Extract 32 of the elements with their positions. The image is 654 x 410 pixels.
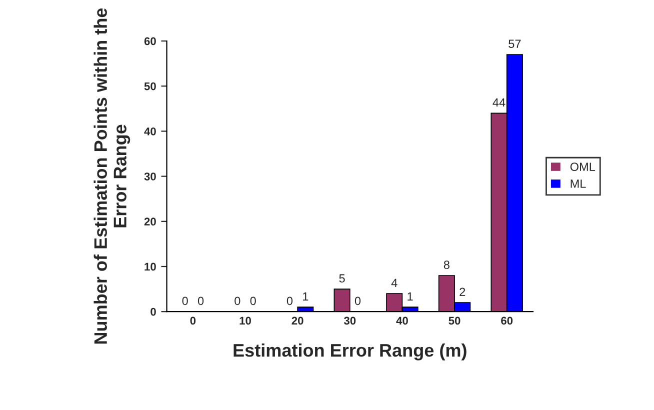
y-axis-title: Number of Estimation Points within the Error Range: [94, 8, 130, 344]
data-label: 4: [391, 278, 398, 287]
x-tick-label: 30: [344, 316, 356, 325]
data-label: 1: [303, 292, 308, 300]
data-label: 5: [339, 274, 345, 283]
data-label: 44: [492, 98, 506, 107]
y-tick-label: 50: [144, 82, 156, 90]
x-axis-title: Estimation Error Range (m): [234, 343, 466, 360]
x-tick-label: 40: [396, 316, 408, 325]
data-label: 2: [460, 288, 466, 296]
data-label: 0: [286, 296, 293, 306]
x-tick-label: 50: [448, 316, 460, 325]
data-label: 0: [182, 296, 188, 306]
data-label: 0: [234, 296, 240, 306]
legend-label: ML: [570, 180, 586, 188]
y-tick-label: 40: [144, 127, 156, 136]
y-tick-label: 0: [150, 308, 156, 316]
data-label: 8: [444, 260, 450, 270]
data-label: 1: [408, 292, 413, 300]
data-label: 0: [250, 296, 256, 306]
x-tick-label: 0: [190, 316, 196, 325]
data-label: 0: [198, 296, 204, 306]
data-label: 57: [508, 40, 521, 48]
y-tick-label: 20: [144, 218, 156, 226]
x-tick-label: 20: [292, 316, 304, 325]
y-tick-label: 30: [144, 172, 156, 180]
x-tick-label: 10: [240, 316, 251, 325]
legend-label: OML: [570, 162, 596, 172]
data-label: 0: [354, 296, 361, 306]
x-tick-label: 60: [501, 316, 513, 325]
y-tick-label: 60: [144, 37, 156, 46]
y-tick-label: 10: [144, 262, 156, 271]
